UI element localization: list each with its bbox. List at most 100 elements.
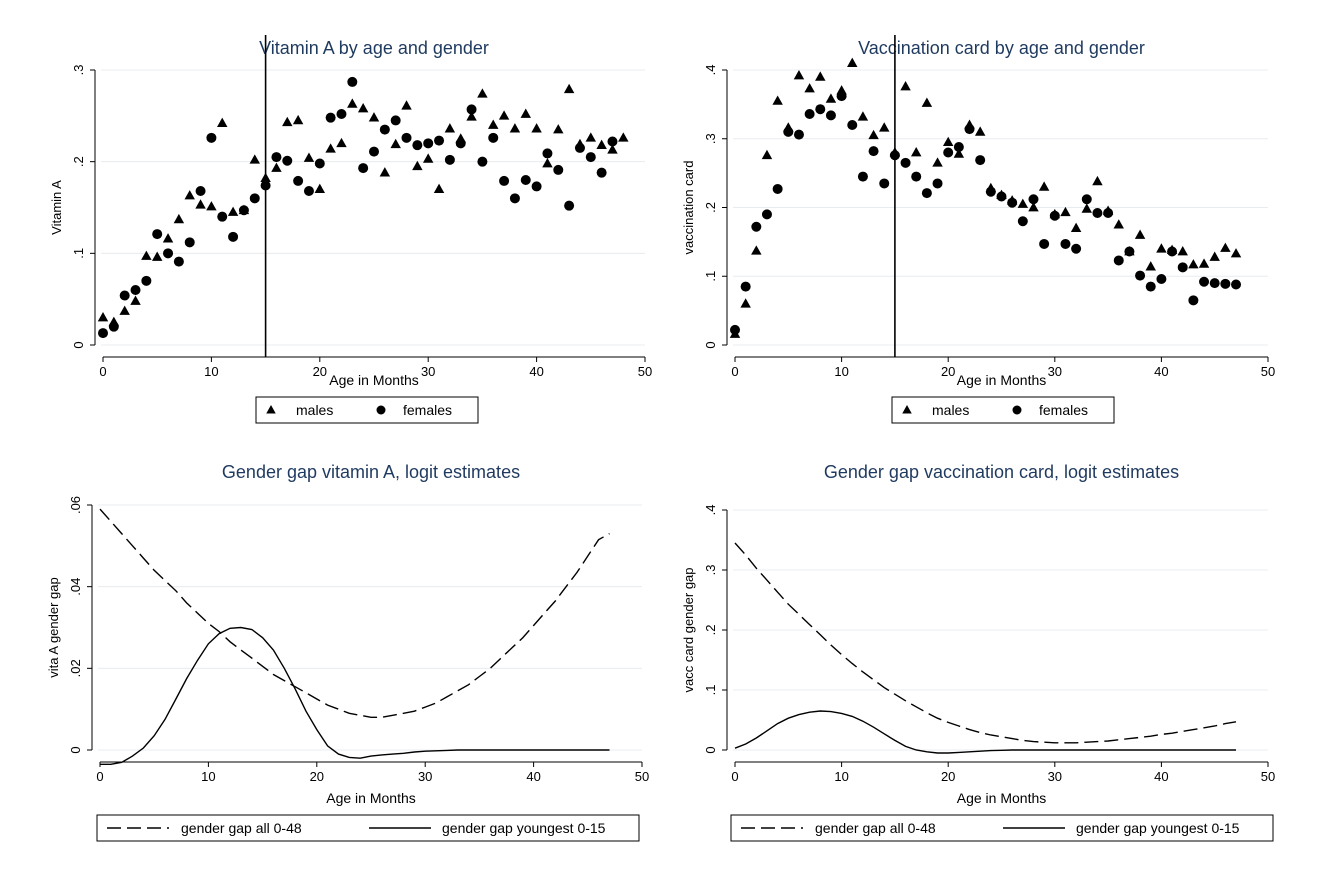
legend-symbol-males [266, 405, 276, 414]
x-tick-label: 40 [529, 364, 543, 379]
point-female [293, 175, 304, 186]
point-female [740, 281, 751, 292]
point-female [1049, 210, 1060, 221]
point-male [509, 123, 521, 133]
point-female [531, 181, 542, 192]
point-male [921, 97, 933, 107]
point-male [1081, 203, 1093, 213]
legend-label-males: males [932, 402, 969, 418]
point-female [434, 135, 445, 146]
line-gap-youngest [100, 626, 610, 765]
point-male [412, 160, 423, 171]
point-female [238, 205, 249, 216]
point-female [574, 142, 585, 153]
y-tick-label: 0 [703, 746, 718, 753]
y-tick-label: .3 [703, 133, 718, 144]
point-female [303, 186, 314, 196]
point-male [347, 98, 358, 108]
point-female [173, 256, 184, 267]
point-female [466, 104, 477, 115]
point-male [1017, 198, 1029, 208]
x-tick-label: 50 [638, 364, 652, 379]
point-male [910, 147, 922, 157]
point-female [793, 129, 804, 140]
point-female [996, 191, 1007, 202]
point-female [423, 138, 434, 149]
point-female [1028, 194, 1039, 205]
y-tick-label: .2 [71, 156, 86, 167]
point-female [1145, 281, 1156, 292]
point-female [607, 136, 618, 147]
point-male [325, 143, 336, 153]
x-tick-label: 50 [635, 769, 649, 784]
point-male [488, 119, 499, 129]
point-female [390, 115, 401, 126]
y-tick-label: 0 [71, 341, 86, 348]
point-male [1060, 206, 1071, 217]
point-female [325, 112, 336, 123]
point-male [761, 149, 773, 160]
point-female [804, 109, 815, 119]
legend-symbol-males [902, 405, 912, 414]
point-female [585, 152, 596, 163]
y-tick-label: .04 [68, 578, 83, 596]
point-female [857, 171, 868, 182]
point-female [542, 148, 553, 159]
point-female [943, 147, 954, 158]
y-tick-label: .3 [703, 565, 718, 576]
point-male [1113, 219, 1124, 229]
x-tick-label: 0 [731, 364, 738, 379]
point-male [260, 172, 271, 183]
point-female [761, 209, 772, 220]
point-female [751, 221, 762, 232]
x-tick-label: 10 [834, 769, 848, 784]
point-female [1135, 270, 1146, 281]
x-tick-label: 30 [418, 769, 432, 784]
point-female [975, 155, 986, 166]
legend-label-gap-youngest: gender gap youngest 0-15 [442, 820, 606, 836]
y-tick-label: .4 [703, 505, 718, 516]
point-male [942, 136, 954, 147]
point-female [358, 163, 369, 174]
point-female [1060, 238, 1071, 249]
legend-label-gap-all: gender gap all 0-48 [181, 820, 302, 836]
point-female [520, 175, 531, 185]
point-male [1230, 248, 1242, 258]
point-male [900, 81, 911, 91]
x-tick-label: 40 [526, 769, 540, 784]
chart-title: Vitamin A by age and gender [259, 38, 489, 58]
point-male [444, 123, 456, 133]
data-marks [734, 542, 1237, 754]
point-male [151, 251, 163, 261]
point-male [1177, 246, 1188, 256]
point-female [564, 200, 575, 211]
point-female [119, 290, 130, 301]
point-male [433, 183, 445, 194]
point-male [520, 108, 531, 118]
point-female [868, 146, 879, 157]
legend-box [730, 814, 1274, 842]
point-female [889, 150, 900, 161]
legend: males females [891, 396, 1115, 424]
point-female [249, 193, 260, 204]
point-male [422, 153, 434, 163]
point-male [542, 158, 553, 168]
point-male [379, 167, 391, 177]
point-female [1231, 279, 1242, 290]
legend-label-gap-all: gender gap all 0-48 [815, 820, 936, 836]
legend-label-females: females [1039, 402, 1088, 418]
point-male [498, 110, 510, 120]
x-axis-label: Age in Months [957, 790, 1047, 806]
x-tick-label: 50 [1261, 769, 1275, 784]
x-tick-label: 30 [421, 364, 435, 379]
point-male [1028, 202, 1039, 212]
point-female [825, 110, 836, 121]
gridlines [98, 504, 642, 751]
legend-symbol-females [376, 405, 386, 415]
point-female [444, 154, 455, 165]
point-female [206, 132, 217, 143]
x-tick-label: 10 [834, 364, 848, 379]
point-female [163, 248, 174, 259]
x-axis-label: Age in Months [957, 372, 1047, 388]
